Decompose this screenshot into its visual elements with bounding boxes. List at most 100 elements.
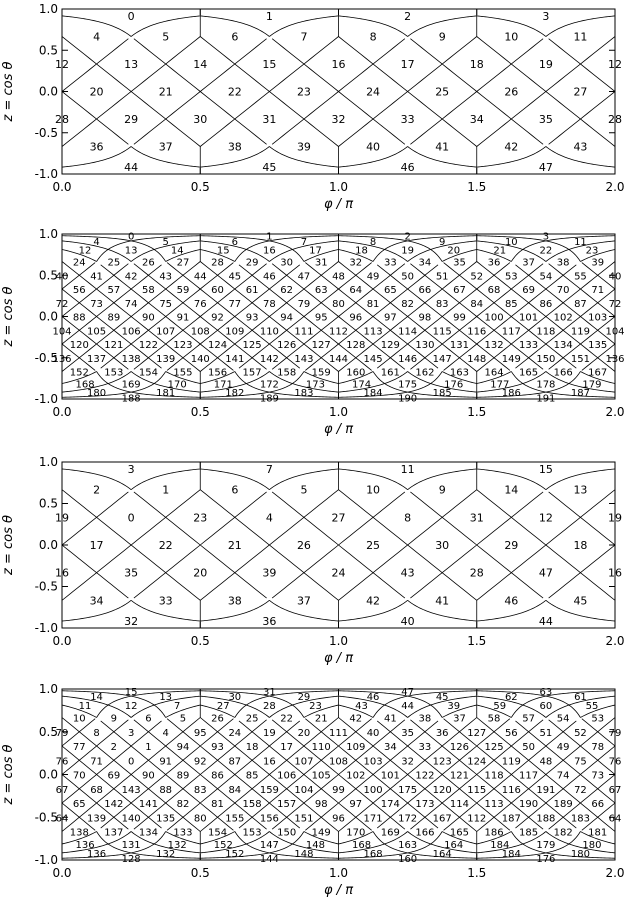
pixel-label: 171 — [364, 813, 383, 824]
y-tick-label: -1.0 — [35, 392, 58, 406]
pixel-label: 6 — [231, 31, 238, 44]
pixel-label: 20 — [298, 728, 311, 739]
pixel-label: 151 — [294, 813, 313, 824]
y-tick-label: -0.5 — [35, 810, 58, 824]
pixel-label: 36 — [488, 258, 501, 269]
pixel-label: 61 — [574, 692, 587, 703]
pixel-label: 98 — [315, 799, 328, 810]
pixel-label: 98 — [419, 313, 432, 324]
pixel-label: 63 — [315, 285, 328, 296]
pixel-label: 78 — [591, 742, 604, 753]
pixel-label: 8 — [370, 237, 376, 248]
pixel-label: 2 — [404, 232, 410, 243]
pixel-label: 36 — [262, 615, 276, 628]
pixel-boundaries — [62, 234, 615, 399]
pixel-label: 155 — [173, 368, 192, 379]
pixel-label: 46 — [263, 271, 276, 282]
pixel-label: 137 — [87, 354, 106, 365]
pixel-label: 7 — [174, 701, 180, 712]
pixel-label: 115 — [433, 326, 452, 337]
pixel-label: 103 — [364, 756, 383, 767]
pixel-label: 153 — [243, 828, 262, 839]
pixel-label: 37 — [453, 714, 466, 725]
pixel-label: 191 — [536, 785, 555, 796]
x-tick-label: 0.5 — [191, 405, 210, 419]
pixel-label: 0 — [128, 232, 134, 243]
pixel-label: 128 — [346, 340, 365, 351]
pixel-label: 164 — [484, 368, 503, 379]
pixel-label: 148 — [294, 849, 313, 860]
y-tick-label: 1.0 — [39, 682, 58, 696]
pixel-label: 51 — [540, 728, 553, 739]
pixel-label: 132 — [484, 340, 503, 351]
y-tick-label: 0.0 — [39, 310, 58, 324]
pixel-label: 20 — [90, 86, 104, 99]
pixel-label: 25 — [246, 714, 259, 725]
pixel-label: 90 — [142, 771, 155, 782]
pixel-label: 127 — [312, 340, 331, 351]
x-tick-label: 2.0 — [605, 180, 624, 194]
pixel-label: 133 — [173, 828, 192, 839]
pixel-label: 18 — [470, 58, 484, 71]
pixel-label: 135 — [156, 813, 175, 824]
pixel-label: 114 — [398, 326, 417, 337]
pixel-label: 62 — [280, 285, 293, 296]
pixel-label: 38 — [557, 258, 570, 269]
pixel-label: 26 — [297, 539, 311, 552]
pixel-boundaries — [62, 9, 615, 174]
pixel-label: 52 — [574, 728, 587, 739]
pixel-label: 88 — [159, 785, 172, 796]
pixel-label: 2 — [93, 484, 100, 497]
pixel-label: 157 — [243, 368, 262, 379]
pixel-label: 21 — [228, 539, 242, 552]
pixel-label: 100 — [364, 785, 383, 796]
pixel-label: 97 — [384, 313, 397, 324]
pixel-label: 17 — [309, 245, 322, 256]
pixel-label: 4 — [93, 31, 100, 44]
pixel-label: 94 — [177, 742, 190, 753]
pixel-label: 5 — [163, 237, 169, 248]
pixel-label: 23 — [193, 511, 207, 524]
pixel-label: 112 — [467, 813, 486, 824]
pixel-label: 164 — [444, 840, 463, 851]
pixel-label: 83 — [436, 299, 449, 310]
pixel-label: 147 — [433, 354, 452, 365]
pixel-label: 17 — [401, 58, 415, 71]
pixel-label: 129 — [381, 340, 400, 351]
pixel-label: 1 — [145, 742, 151, 753]
pixel-label: 4 — [93, 237, 99, 248]
pixel-label: 19 — [263, 728, 276, 739]
pixel-label: 10 — [366, 484, 380, 497]
pixel-label: 39 — [297, 141, 311, 154]
pixel-label: 106 — [277, 771, 296, 782]
pixel-label: 67 — [453, 285, 466, 296]
pixel-label: 163 — [398, 840, 417, 851]
pixel-label: 46 — [504, 594, 518, 607]
pixel-label: 183 — [294, 388, 313, 399]
pixel-label: 154 — [208, 828, 227, 839]
pixel-label: 27 — [177, 258, 190, 269]
pixel-label: 44 — [539, 615, 553, 628]
pixel-label: 113 — [484, 799, 503, 810]
pixel-label: 120 — [433, 785, 452, 796]
pixel-label: 91 — [159, 756, 172, 767]
pixel-label: 152 — [225, 849, 244, 860]
pixel-label: 83 — [194, 785, 207, 796]
axis-ticks: 0.0 0.5 1.0 1.5 2.0 1.0 0.5 0.0 -0.5 -1.0 — [35, 455, 625, 648]
pixel-label: 5 — [162, 31, 169, 44]
pixel-label: 39 — [447, 701, 460, 712]
pixel-label: 175 — [398, 380, 417, 391]
pixel-label: 49 — [367, 271, 380, 282]
pixel-label: 69 — [522, 285, 535, 296]
pixel-label: 70 — [73, 771, 86, 782]
pixel-label: 44 — [124, 161, 138, 174]
pixel-label: 62 — [505, 692, 518, 703]
pixel-label: 42 — [366, 594, 380, 607]
pixel-label: 136 — [87, 849, 106, 860]
pixel-label: 89 — [177, 771, 190, 782]
pixel-label: 68 — [488, 285, 501, 296]
pixel-label: 159 — [312, 368, 331, 379]
